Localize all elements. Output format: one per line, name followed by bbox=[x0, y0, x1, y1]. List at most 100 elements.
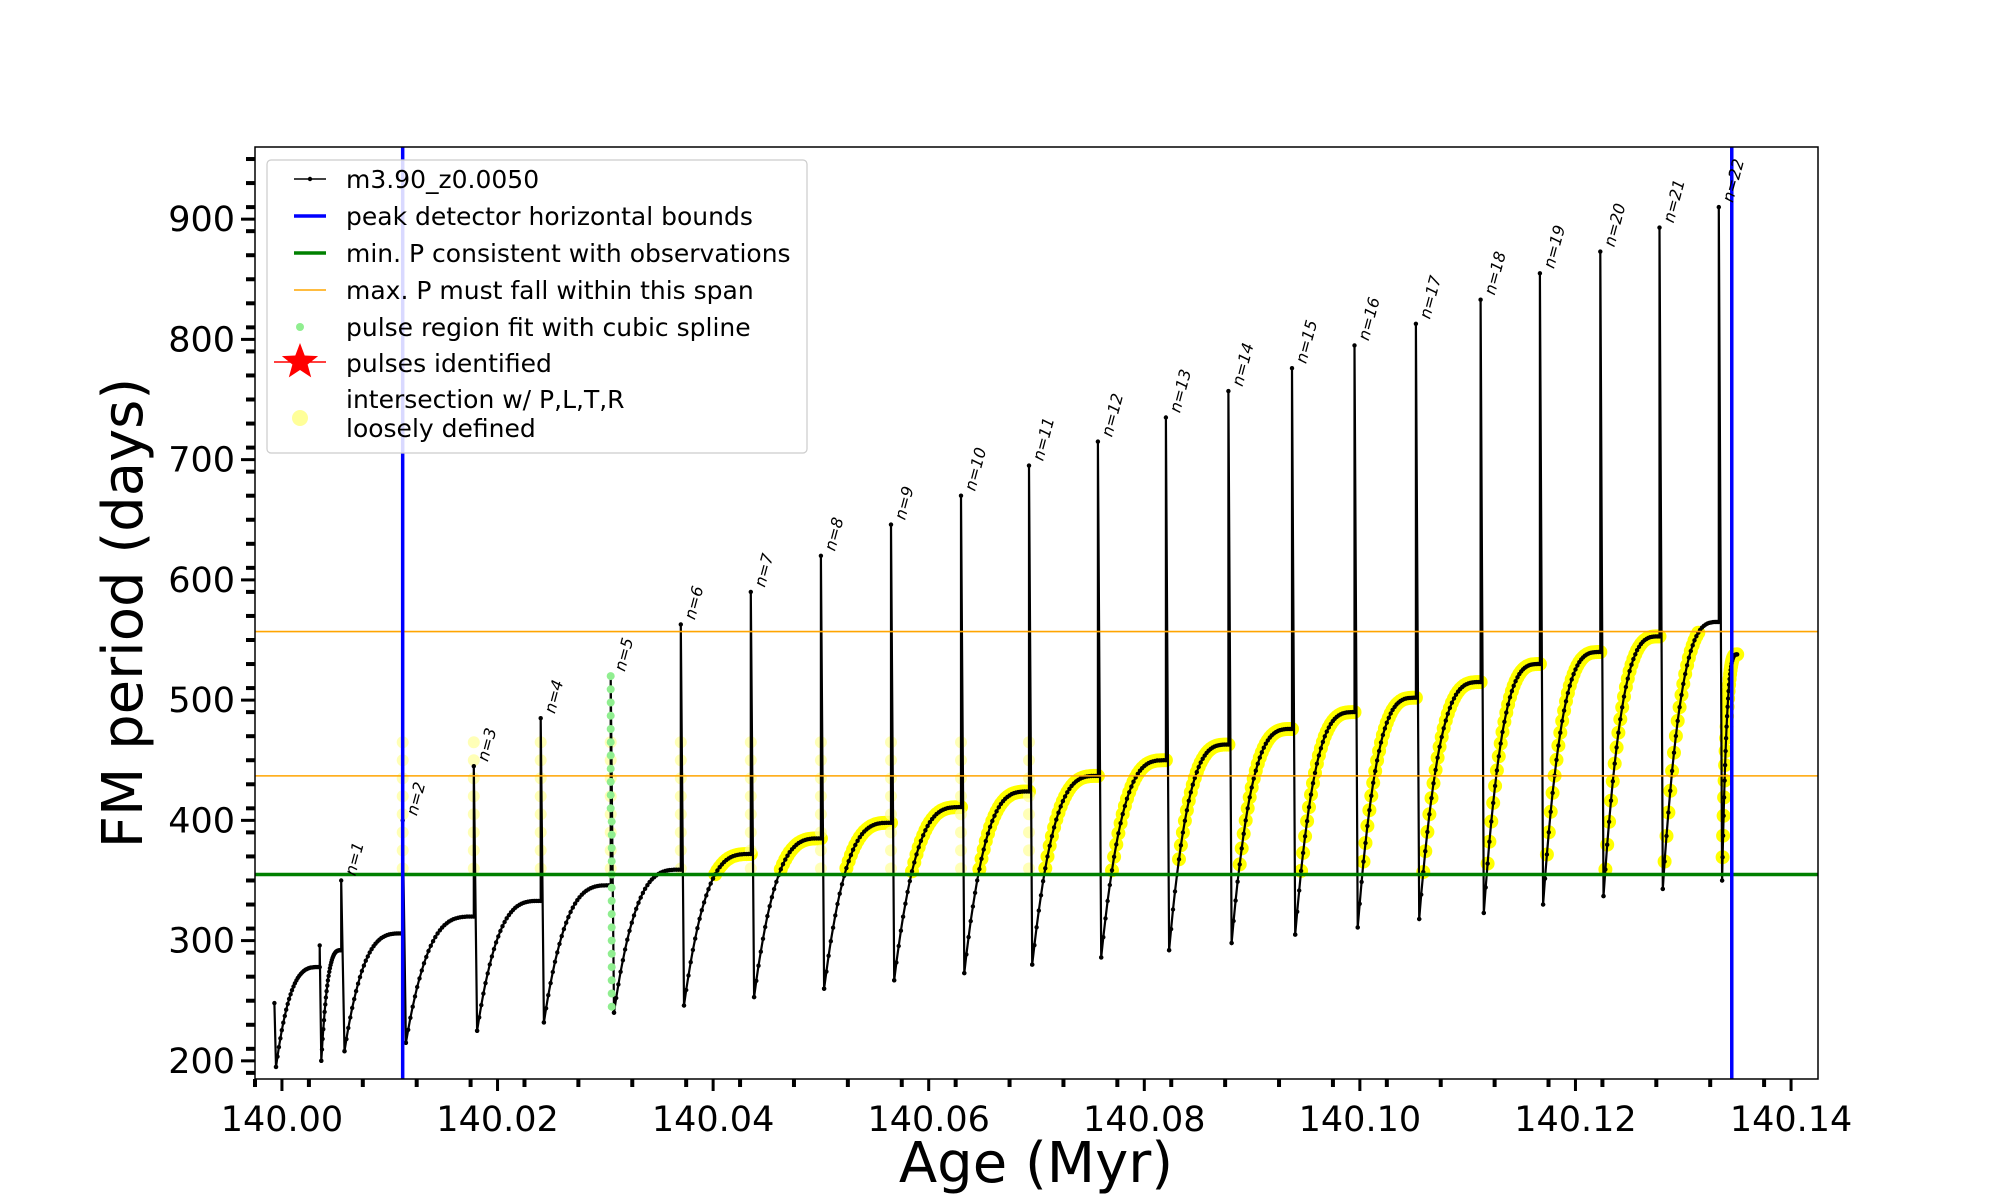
series-point bbox=[1380, 732, 1386, 738]
series-point bbox=[278, 1036, 283, 1041]
series-point bbox=[564, 920, 569, 925]
series-line bbox=[273, 207, 1738, 1068]
x-tick-label: 140.14 bbox=[1730, 1100, 1852, 1140]
series-point bbox=[367, 950, 372, 955]
series-point bbox=[489, 954, 495, 959]
x-axis: 140.00 140.02 140.04 140.06 140.08 140.10 140.… bbox=[221, 1079, 1852, 1140]
spline-fit-point bbox=[607, 883, 616, 892]
series-point bbox=[1253, 768, 1259, 773]
series-point bbox=[681, 1003, 687, 1008]
x-tick-label: 140.10 bbox=[1299, 1100, 1421, 1140]
series-point bbox=[1569, 677, 1574, 682]
series-point bbox=[1326, 725, 1332, 730]
series-point bbox=[325, 978, 331, 983]
series-point bbox=[684, 987, 689, 993]
series-point bbox=[538, 716, 543, 721]
spline-fit-point bbox=[606, 711, 615, 720]
series-point bbox=[704, 893, 709, 898]
series-point bbox=[1045, 854, 1050, 859]
series-point bbox=[1716, 619, 1722, 625]
series-point bbox=[285, 1001, 290, 1007]
series-point bbox=[1200, 756, 1205, 761]
series-point bbox=[1720, 855, 1725, 860]
series-point bbox=[471, 764, 476, 769]
series-point bbox=[552, 959, 558, 964]
series-point bbox=[279, 1028, 284, 1033]
series-point bbox=[504, 916, 509, 921]
series-point bbox=[323, 1002, 328, 1007]
series-point bbox=[1725, 696, 1731, 701]
series-point bbox=[433, 934, 438, 940]
series-point bbox=[1369, 793, 1374, 798]
series-point bbox=[1681, 681, 1686, 687]
series-point bbox=[1263, 741, 1269, 746]
series-point bbox=[1095, 439, 1101, 444]
series-point bbox=[1560, 718, 1565, 724]
spline-fit-point bbox=[606, 777, 615, 786]
spline-fit-point bbox=[607, 844, 616, 852]
series-point bbox=[983, 838, 988, 844]
series-point bbox=[1603, 867, 1608, 872]
series-point bbox=[994, 809, 999, 814]
series-point bbox=[780, 862, 786, 867]
series-point bbox=[559, 933, 564, 939]
series-point bbox=[272, 1000, 277, 1006]
series-point bbox=[892, 978, 897, 983]
series-point bbox=[1163, 758, 1169, 763]
series-point bbox=[830, 925, 836, 930]
series-point bbox=[1571, 671, 1576, 677]
series-point bbox=[627, 928, 632, 933]
series-point bbox=[1116, 831, 1121, 836]
series-point bbox=[408, 1015, 413, 1020]
series-point bbox=[342, 1049, 347, 1054]
series-point bbox=[288, 992, 293, 997]
series-point bbox=[326, 973, 331, 979]
series-point bbox=[760, 936, 766, 941]
series-point bbox=[896, 943, 901, 949]
series-point bbox=[1664, 833, 1669, 839]
series-point bbox=[771, 886, 777, 892]
series-point bbox=[927, 820, 933, 825]
series-point bbox=[638, 895, 643, 900]
series-point bbox=[1502, 719, 1507, 724]
series-point bbox=[339, 878, 344, 883]
series-point bbox=[430, 939, 436, 944]
series-point bbox=[1180, 830, 1186, 835]
series-point bbox=[1034, 925, 1039, 930]
series-point bbox=[321, 1018, 327, 1023]
series-point bbox=[352, 996, 357, 1002]
series-point bbox=[319, 1058, 324, 1064]
spline-fit-point bbox=[606, 738, 615, 747]
series-point bbox=[855, 838, 860, 843]
series-point bbox=[1565, 690, 1571, 696]
series-point bbox=[1491, 800, 1496, 806]
series-point bbox=[1631, 656, 1636, 662]
legend-label-intersection: intersection w/ P,L,T,R bbox=[346, 385, 625, 414]
y-axis: 200 300 400 500 600 700 800 900 bbox=[168, 157, 255, 1082]
series-point bbox=[769, 895, 775, 900]
series-point bbox=[1363, 840, 1368, 846]
series-point bbox=[1065, 790, 1070, 795]
series-point bbox=[1447, 705, 1453, 711]
series-point bbox=[785, 853, 790, 858]
series-point bbox=[699, 908, 704, 913]
series-point bbox=[1505, 702, 1511, 707]
series-point bbox=[837, 891, 842, 896]
series-point bbox=[406, 1027, 411, 1033]
series-point bbox=[1032, 943, 1037, 948]
series-point bbox=[907, 878, 912, 884]
series-point bbox=[1103, 916, 1108, 921]
series-point bbox=[1118, 821, 1123, 826]
series-point bbox=[1435, 755, 1440, 760]
series-point bbox=[1184, 808, 1190, 813]
series-point bbox=[1614, 745, 1619, 750]
series-point bbox=[570, 905, 575, 910]
series-point bbox=[1633, 652, 1638, 657]
series-point bbox=[962, 970, 967, 976]
intersection-marker-faint bbox=[1023, 862, 1035, 875]
series-point bbox=[625, 937, 630, 942]
series-point bbox=[1176, 857, 1182, 862]
series-point bbox=[1627, 668, 1632, 674]
spline-fit-point bbox=[606, 804, 615, 813]
series-point bbox=[645, 883, 650, 888]
